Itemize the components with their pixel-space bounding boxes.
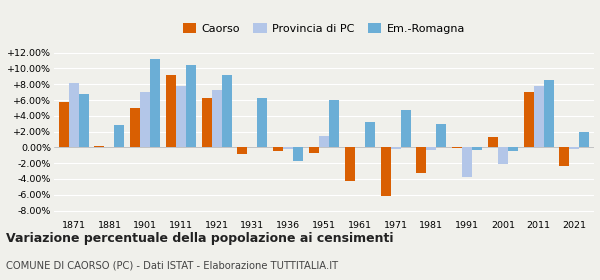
- Bar: [140, 92, 150, 147]
- Bar: [222, 75, 232, 147]
- Bar: [365, 122, 375, 147]
- Bar: [508, 147, 518, 151]
- Bar: [257, 99, 268, 147]
- Bar: [309, 147, 319, 153]
- Bar: [329, 100, 339, 147]
- Bar: [472, 147, 482, 150]
- Text: COMUNE DI CAORSO (PC) - Dati ISTAT - Elaborazione TUTTITALIA.IT: COMUNE DI CAORSO (PC) - Dati ISTAT - Ela…: [6, 260, 338, 270]
- Bar: [293, 147, 303, 161]
- Bar: [436, 125, 446, 147]
- Bar: [212, 90, 222, 147]
- Bar: [94, 146, 104, 147]
- Bar: [59, 102, 68, 147]
- Bar: [391, 147, 401, 149]
- Bar: [273, 147, 283, 151]
- Bar: [462, 147, 472, 177]
- Bar: [452, 147, 462, 148]
- Bar: [498, 147, 508, 164]
- Bar: [319, 136, 329, 147]
- Bar: [115, 125, 124, 147]
- Legend: Caorso, Provincia di PC, Em.-Romagna: Caorso, Provincia di PC, Em.-Romagna: [181, 20, 467, 36]
- Bar: [202, 98, 212, 147]
- Bar: [345, 147, 355, 181]
- Bar: [238, 147, 247, 154]
- Bar: [79, 94, 89, 147]
- Bar: [533, 86, 544, 147]
- Bar: [176, 86, 186, 147]
- Text: Variazione percentuale della popolazione ai censimenti: Variazione percentuale della popolazione…: [6, 232, 394, 245]
- Bar: [130, 108, 140, 147]
- Bar: [426, 147, 436, 150]
- Bar: [416, 147, 426, 173]
- Bar: [380, 147, 391, 196]
- Bar: [401, 109, 410, 147]
- Bar: [569, 147, 580, 149]
- Bar: [559, 147, 569, 166]
- Bar: [524, 92, 533, 147]
- Bar: [283, 147, 293, 149]
- Bar: [488, 137, 498, 147]
- Bar: [544, 80, 554, 147]
- Bar: [68, 83, 79, 147]
- Bar: [166, 75, 176, 147]
- Bar: [186, 65, 196, 147]
- Bar: [150, 59, 160, 147]
- Bar: [580, 132, 589, 147]
